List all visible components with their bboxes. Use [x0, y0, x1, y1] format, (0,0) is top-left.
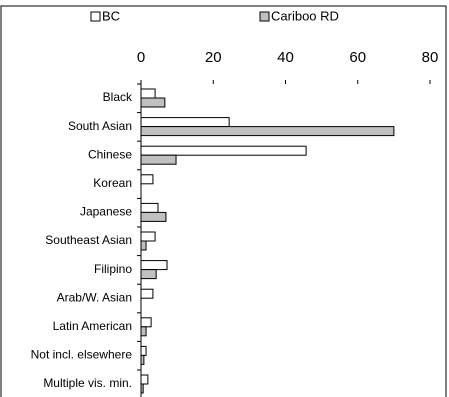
y-tick-label: Filipino: [94, 262, 132, 276]
bar: [140, 88, 156, 99]
x-tick-label: 20: [205, 49, 222, 66]
bar: [140, 202, 159, 213]
bar: [140, 288, 154, 299]
bar: [140, 145, 307, 156]
bar: [140, 211, 167, 222]
legend-swatch: [90, 11, 101, 22]
bar: [140, 126, 395, 137]
bar: [140, 154, 177, 165]
bar: [140, 260, 168, 271]
y-tick-label: Arab/W. Asian: [57, 290, 132, 304]
y-tick-label: Not incl. elsewhere: [31, 348, 133, 362]
y-tick-label: Black: [103, 90, 133, 104]
legend-swatch: [259, 11, 270, 22]
bar: [140, 117, 230, 128]
y-tick-label: Japanese: [80, 205, 132, 219]
x-tick-label: 80: [422, 49, 439, 66]
y-tick-label: South Asian: [68, 119, 132, 133]
bar: [140, 317, 152, 328]
bar: [140, 326, 147, 337]
x-tick-label: 60: [349, 49, 366, 66]
bar: [140, 374, 149, 385]
y-tick-label: Latin American: [53, 319, 132, 333]
bar: [140, 345, 147, 356]
y-tick-label: Southeast Asian: [45, 233, 132, 247]
bar: [140, 174, 154, 185]
legend-label: BC: [102, 8, 120, 23]
chart-frame: [0, 5, 447, 397]
legend-label: Cariboo RD: [271, 8, 339, 23]
x-tick-label: 40: [277, 49, 294, 66]
y-tick-label: Korean: [93, 176, 132, 190]
bar: [140, 97, 166, 108]
x-tick-label: 0: [137, 49, 145, 66]
bar: [140, 240, 147, 251]
bar: [140, 269, 157, 280]
y-tick-label: Chinese: [88, 147, 132, 161]
bar: [140, 231, 156, 242]
y-tick-label: Multiple vis. min.: [43, 376, 132, 390]
